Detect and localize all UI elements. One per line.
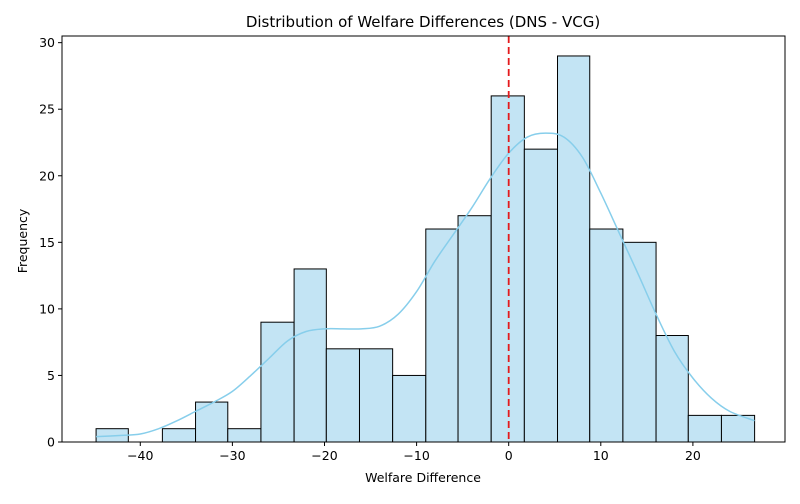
bars-group [95,55,756,443]
kde-curve [96,132,755,438]
x-tick-label: −40 [127,448,153,463]
histogram-bar [622,241,657,443]
histogram-bar [161,428,197,443]
histogram-bar [457,215,492,443]
x-axis-ticks: −40 −30 −20 −10 0 10 20 [127,442,701,463]
histogram-bar [490,95,525,443]
plot-area-frame [61,35,786,443]
histogram-bar [589,228,624,443]
histogram-bar [687,414,722,443]
histogram-bar [392,374,427,443]
histogram-bar [358,348,394,443]
histogram-bar [523,148,559,443]
y-tick-label: 5 [47,368,55,383]
chart-title: Distribution of Welfare Differences (DNS… [246,13,600,31]
y-tick-label: 15 [39,235,55,250]
x-tick-label: −20 [311,448,337,463]
histogram-bar [557,55,591,443]
histogram-bar [195,401,229,443]
histogram-bar [260,321,295,443]
histogram-bar [325,348,360,443]
y-tick-label: 30 [39,35,55,50]
x-tick-label: 10 [593,448,609,463]
y-tick-label: 0 [47,435,55,450]
y-tick-label: 20 [39,168,55,183]
x-tick-label: −10 [403,448,429,463]
x-tick-label: 0 [505,448,513,463]
y-tick-label: 10 [39,301,55,316]
histogram-bar [655,335,689,443]
x-axis-label: Welfare Difference [365,470,481,485]
y-axis-label: Frequency [15,208,30,273]
histogram-bar [293,268,327,443]
histogram-bar [227,428,262,443]
x-tick-label: −30 [219,448,245,463]
x-tick-label: 20 [685,448,701,463]
y-axis-ticks: 0 5 10 15 20 25 30 [39,35,62,450]
histogram-bar [425,228,459,443]
y-tick-label: 25 [39,102,55,117]
